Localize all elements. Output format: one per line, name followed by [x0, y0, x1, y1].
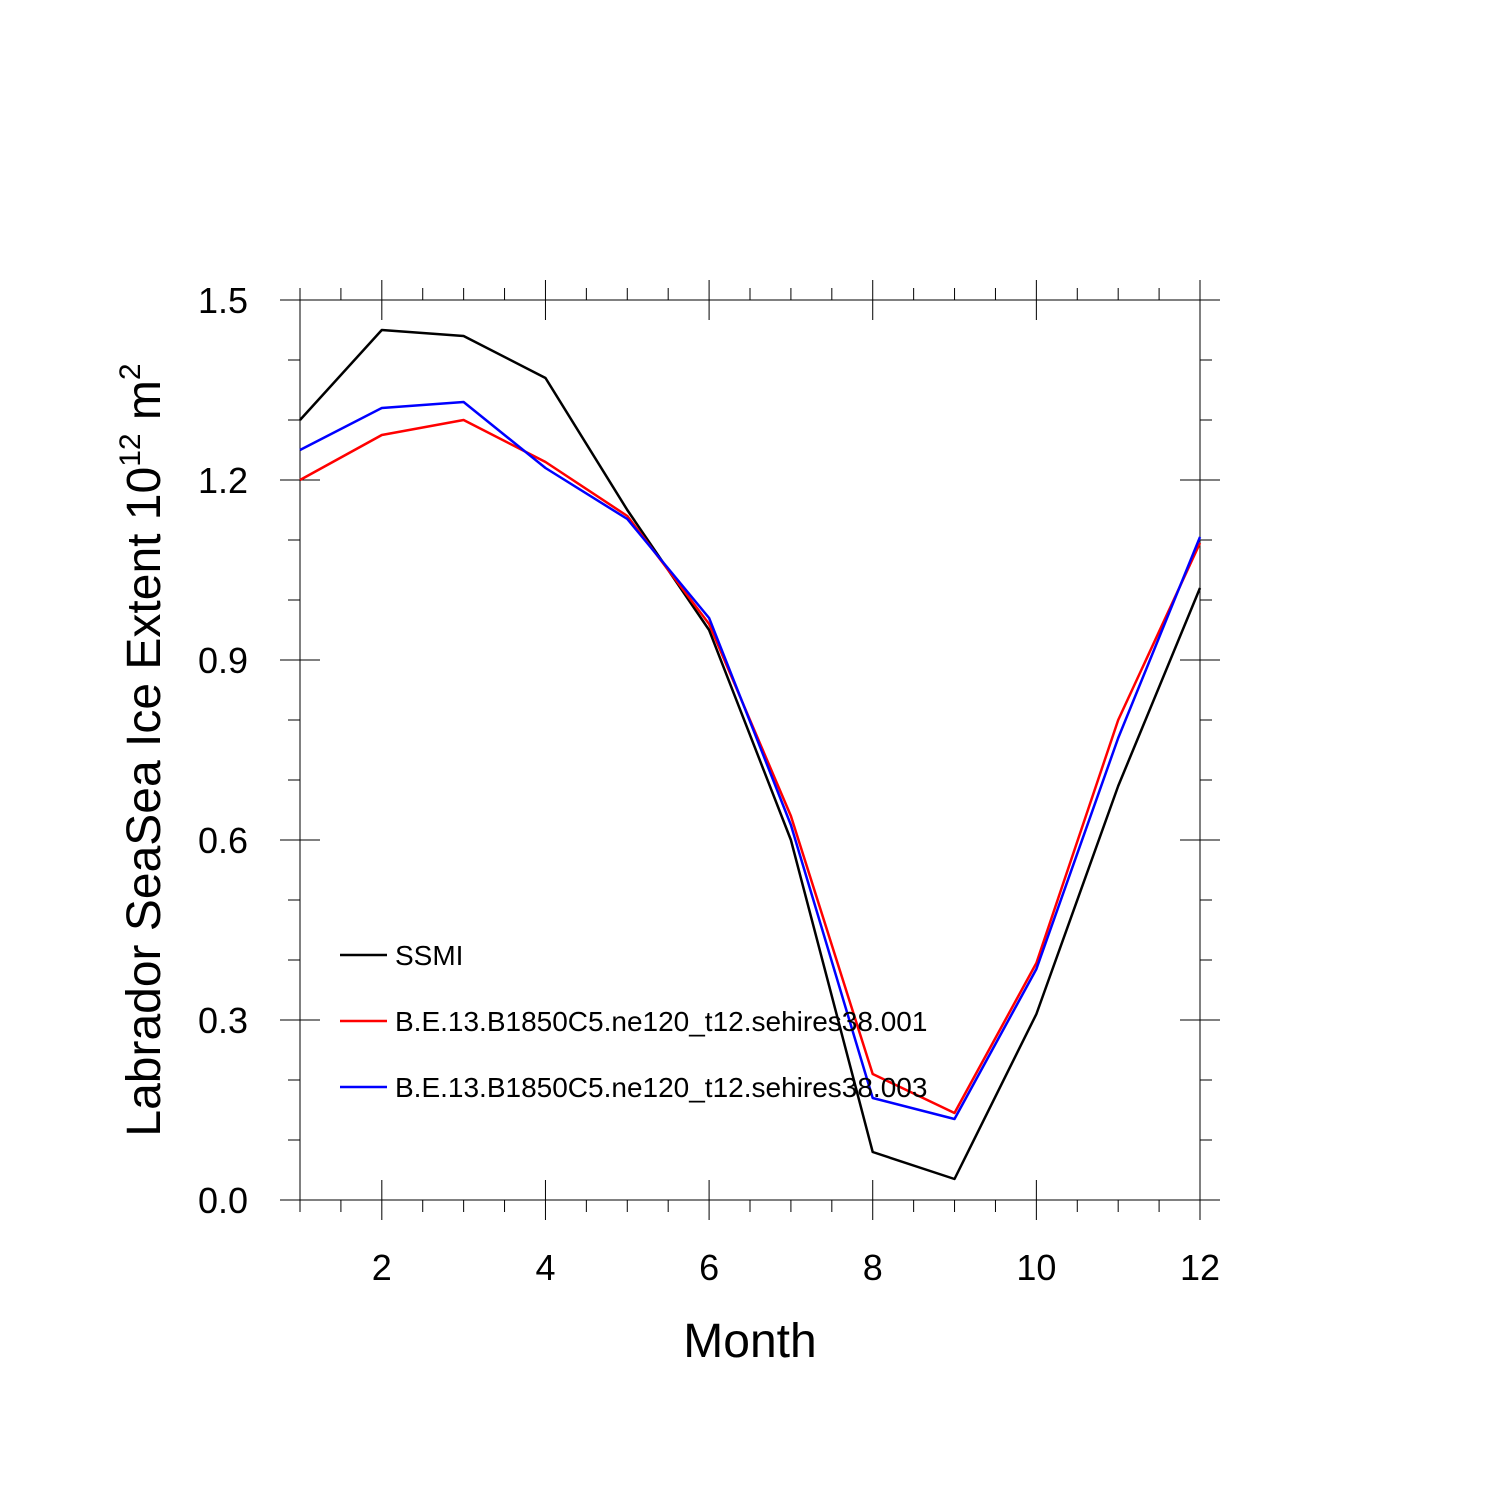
x-tick-label: 4	[535, 1247, 555, 1288]
y-tick-label: 0.6	[198, 820, 248, 861]
x-tick-label: 6	[699, 1247, 719, 1288]
y-axis-title-exponent: 12	[114, 433, 147, 466]
y-tick-label: 0.9	[198, 640, 248, 681]
legend: SSMI B.E.13.B1850C5.ne120_t12.sehires38.0…	[340, 940, 927, 1103]
series-line-1	[299, 328, 1202, 1181]
y-axis-title-unit-exponent: 2	[114, 363, 147, 380]
x-axis-title: Month	[683, 1315, 816, 1368]
x-tick-label: 2	[372, 1247, 392, 1288]
plot-frame	[299, 299, 1201, 1201]
legend-label-3: B.E.13.B1850C5.ne120_t12.sehires38.003	[395, 1072, 927, 1103]
legend-label-2: B.E.13.B1850C5.ne120_t12.sehires38.001	[395, 1006, 927, 1037]
y-axis-title: Labrador SeaSea Ice Extent 1012 m2	[114, 363, 171, 1136]
x-tick-label: 8	[863, 1247, 883, 1288]
x-tick-label: 10	[1016, 1247, 1056, 1288]
y-tick-label: 1.5	[198, 280, 248, 321]
legend-label-1: SSMI	[395, 940, 463, 971]
series-lines	[299, 328, 1202, 1181]
y-axis-title-main: Labrador SeaSea Ice Extent 10	[118, 467, 171, 1137]
y-axis-title-unit: m	[118, 380, 171, 433]
series-line-3	[299, 400, 1202, 1121]
y-tick-label: 0.3	[198, 1000, 248, 1041]
axis-ticks: 2 4 6 8 10 12 0.0 0.3 0.6 0.9 1.2 1.5	[198, 280, 1220, 1288]
x-tick-label: 12	[1180, 1247, 1220, 1288]
y-tick-label: 0.0	[198, 1180, 248, 1221]
y-tick-label: 1.2	[198, 460, 248, 501]
